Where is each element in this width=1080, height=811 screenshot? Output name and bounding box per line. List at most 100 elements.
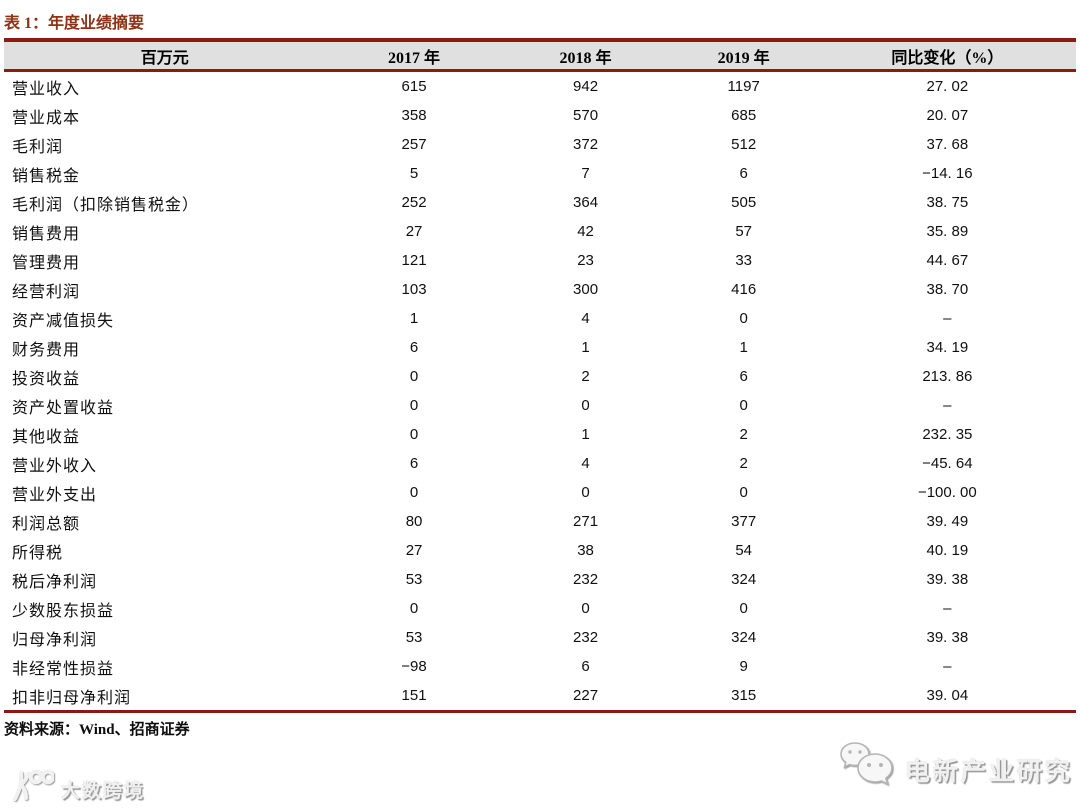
table-row: 经营利润 103 300 416 38. 70: [4, 275, 1076, 304]
table-row: 营业成本 358 570 685 20. 07: [4, 101, 1076, 130]
row-label: 管理费用: [12, 254, 81, 272]
cell-2017: 53: [405, 629, 423, 646]
cell-2018: 227: [573, 687, 599, 704]
table-row: 投资收益 0 2 6 213. 86: [4, 362, 1076, 391]
cell-2017: 5: [409, 165, 419, 182]
row-label: 销售费用: [12, 225, 81, 243]
table-row: 扣非归母净利润 151 227 315 39. 04: [4, 681, 1076, 712]
cell-2019: 685: [731, 107, 757, 124]
table-row: 销售税金 5 7 6 −14. 16: [4, 159, 1076, 188]
cell-2017: 103: [401, 281, 427, 298]
cell-2018: 4: [581, 310, 590, 327]
cell-2018: 271: [573, 513, 599, 530]
table-row: 财务费用 6 1 1 34. 19: [4, 333, 1076, 362]
cell-2018: 1: [581, 426, 590, 443]
cell-2018: 42: [577, 223, 594, 240]
cell-yoy: 39. 04: [926, 687, 969, 704]
table-row: 资产处置收益 0 0 0 –: [4, 391, 1076, 420]
row-label: 资产处置收益: [12, 399, 115, 417]
cell-2017: 80: [405, 513, 423, 530]
col-header-2017: 2017 年: [325, 40, 503, 72]
dashu-kuajing-logo-icon: [8, 769, 56, 809]
cell-2018: 7: [581, 165, 590, 182]
cell-yoy: 232. 35: [922, 426, 973, 443]
cell-yoy: −45. 64: [922, 455, 973, 472]
cell-2019: 9: [739, 658, 748, 675]
row-label: 经营利润: [12, 283, 81, 301]
cell-2017: 27: [405, 223, 423, 240]
watermark-left-label: 大数跨境: [61, 780, 146, 802]
cell-yoy: 38. 75: [926, 194, 969, 211]
table-row: 税后净利润 53 232 324 39. 38: [4, 565, 1076, 594]
cell-2019: 324: [731, 571, 757, 588]
cell-2019: 1: [739, 339, 748, 356]
cell-2018: 2: [581, 368, 590, 385]
cell-2017: 121: [401, 252, 427, 269]
cell-yoy: 44. 67: [926, 252, 969, 269]
table-header-row: 百万元 2017 年 2018 年 2019 年 同比变化（%）: [4, 40, 1076, 72]
cell-yoy: 213. 86: [922, 368, 973, 385]
cell-2018: 4: [581, 455, 590, 472]
cell-2019: 416: [731, 281, 757, 298]
row-label: 营业收入: [12, 80, 81, 98]
watermark-right-label: 电新产业研究: [905, 757, 1074, 786]
cell-2018: 300: [573, 281, 599, 298]
table-row: 少数股东损益 0 0 0 –: [4, 594, 1076, 623]
row-label: 利润总额: [12, 515, 81, 533]
row-label: 其他收益: [12, 428, 81, 446]
cell-2017: 615: [401, 78, 427, 95]
cell-2017: 6: [409, 339, 419, 356]
table-row: 管理费用 121 23 33 44. 67: [4, 246, 1076, 275]
row-label: 毛利润（扣除销售税金）: [12, 196, 200, 214]
row-label: 营业外支出: [12, 486, 98, 504]
watermark-dianxin-research: 电新产业研究: [838, 740, 1073, 799]
cell-2017: 252: [401, 194, 427, 211]
cell-2019: 6: [739, 165, 748, 182]
cell-2017: 151: [401, 687, 427, 704]
cell-yoy: –: [943, 658, 952, 675]
row-label: 财务费用: [12, 341, 81, 359]
row-label: 非经常性损益: [12, 660, 115, 678]
table-row: 毛利润 257 372 512 37. 68: [4, 130, 1076, 159]
table-row: 利润总额 80 271 377 39. 49: [4, 507, 1076, 536]
cell-2019: 57: [735, 223, 752, 240]
annual-performance-table: 百万元 2017 年 2018 年 2019 年 同比变化（%） 营业收入 61…: [4, 38, 1076, 713]
cell-yoy: 39. 38: [926, 629, 969, 646]
cell-2017: 53: [405, 571, 423, 588]
cell-2017: 6: [409, 455, 419, 472]
cell-2019: 2: [739, 455, 748, 472]
cell-2018: 232: [573, 629, 599, 646]
row-label: 毛利润: [12, 138, 64, 156]
table-row: 资产减值损失 1 4 0 –: [4, 304, 1076, 333]
cell-2019: 2: [739, 426, 748, 443]
table-row: 归母净利润 53 232 324 39. 38: [4, 623, 1076, 652]
table-row: 其他收益 0 1 2 232. 35: [4, 420, 1076, 449]
cell-yoy: 20. 07: [926, 107, 969, 124]
table-row: 毛利润（扣除销售税金） 252 364 505 38. 75: [4, 188, 1076, 217]
cell-2018: 570: [573, 107, 599, 124]
row-label: 所得税: [12, 544, 64, 562]
cell-2017: 257: [401, 136, 427, 153]
cell-2017: 0: [409, 600, 419, 617]
wechat-icon: [838, 740, 896, 799]
cell-2018: 38: [577, 542, 594, 559]
cell-2019: 377: [731, 513, 757, 530]
table-row: 营业外收入 6 4 2 −45. 64: [4, 449, 1076, 478]
cell-2019: 0: [739, 310, 748, 327]
table-row: 所得税 27 38 54 40. 19: [4, 536, 1076, 565]
table-row: 非经常性损益 −98 6 9 –: [4, 652, 1076, 681]
cell-yoy: −14. 16: [922, 165, 973, 182]
cell-2017: 0: [409, 426, 419, 443]
cell-2019: 54: [735, 542, 752, 559]
cell-yoy: 39. 38: [926, 571, 969, 588]
cell-2019: 324: [731, 629, 757, 646]
cell-2017: 0: [409, 484, 419, 501]
col-header-2019: 2019 年: [668, 40, 819, 72]
col-header-yoy-change: 同比变化（%）: [818, 40, 1076, 72]
row-label: 税后净利润: [12, 573, 98, 591]
cell-2019: 0: [739, 600, 748, 617]
cell-2017: 0: [409, 368, 419, 385]
table-body: 营业收入 615 942 1197 27. 02 营业成本 358 570 68…: [4, 71, 1076, 712]
cell-yoy: −100. 00: [917, 484, 977, 501]
